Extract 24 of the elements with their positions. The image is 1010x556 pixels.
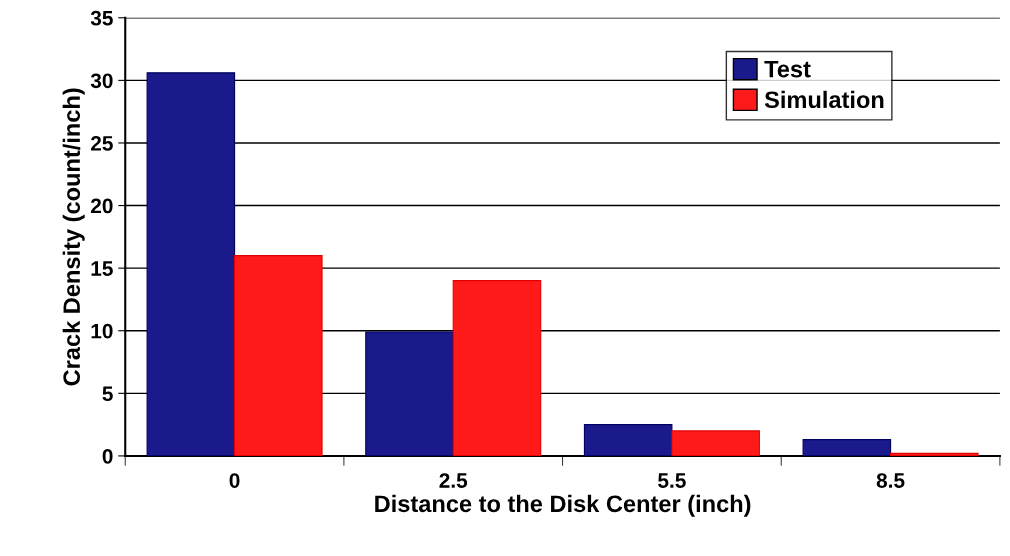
y-tick-label: 25 — [90, 135, 113, 151]
x-tick-label: 5.5 — [658, 473, 686, 488]
bar — [452, 280, 542, 456]
bar — [146, 72, 236, 456]
x-tick-label: 8.5 — [876, 473, 905, 488]
x-tick-label: 2.5 — [439, 473, 468, 488]
bar — [234, 255, 323, 456]
y-tick-label: 5 — [102, 386, 113, 402]
y-tick-label: 20 — [90, 198, 113, 214]
legend-label: Simulation — [764, 90, 884, 109]
bar — [365, 331, 454, 456]
bar — [802, 439, 892, 456]
bar — [583, 424, 673, 456]
x-axis-title: Distance to the Disk Center (inch) — [375, 494, 751, 517]
legend-label: Test — [764, 61, 811, 78]
y-tick-label: 10 — [91, 323, 113, 339]
y-tick-label: 0 — [102, 448, 113, 464]
x-tick-label: 0 — [229, 473, 240, 488]
y-axis-title: Crack Density (count/inch) — [62, 88, 85, 386]
y-tick-label: 35 — [90, 10, 113, 26]
y-tick-label: 15 — [91, 261, 113, 276]
bar — [671, 430, 760, 456]
bar — [890, 452, 979, 456]
y-tick-label: 30 — [90, 73, 113, 89]
